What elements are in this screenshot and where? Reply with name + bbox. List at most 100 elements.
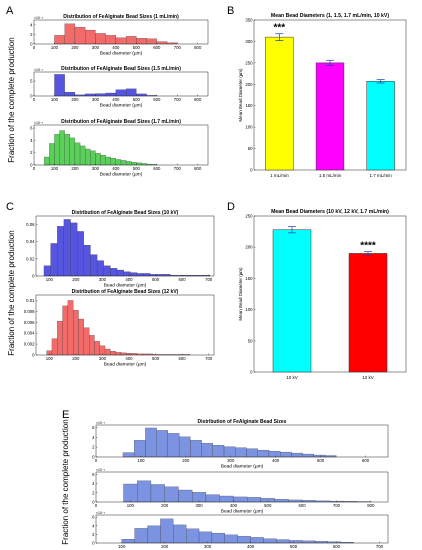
- x-tick-label: 100: [137, 458, 145, 463]
- y-tick-label: 0: [250, 168, 253, 173]
- plot-frame: [35, 294, 215, 356]
- y-tick-label: 0.008: [24, 309, 35, 314]
- bar: [276, 539, 290, 544]
- y-tick-label: 200: [245, 245, 253, 250]
- bar: [69, 137, 76, 166]
- y-tick-label: 0: [92, 541, 95, 546]
- x-tick-label: 200: [71, 45, 79, 50]
- x-tick-label: 700: [174, 97, 182, 102]
- bar: [246, 448, 258, 458]
- bar: [89, 335, 95, 356]
- x-tick-label: 400: [125, 277, 133, 282]
- bar: [50, 243, 58, 277]
- bar: [51, 338, 58, 356]
- x-axis-label: Bead diameter (µm): [221, 509, 264, 515]
- bar: [212, 445, 225, 458]
- bar: [136, 38, 147, 45]
- bar: [103, 265, 111, 277]
- bar: [110, 158, 117, 166]
- y-tick-label: 100: [245, 307, 253, 312]
- y-tick-label: 6: [92, 425, 95, 430]
- ylabel-a: Fraction of the complete production: [7, 37, 16, 162]
- x-tick-label: 700: [376, 544, 384, 549]
- chart-B: Mean Bead Diameters (1, 1.5, 1.7 mL/min,…: [238, 13, 407, 178]
- bar: [70, 222, 78, 277]
- x-tick-label: 800: [194, 166, 202, 171]
- bar: [223, 446, 236, 458]
- bar: [43, 265, 51, 277]
- x-tick-label: 400: [112, 45, 120, 50]
- ylabel-e: Fraction of the complete production: [61, 419, 70, 544]
- chart-A1: Distribution of FeAlginate Bead Sizes (1…: [30, 14, 209, 57]
- bar: [77, 231, 84, 277]
- x-tick-label: 500: [133, 97, 141, 102]
- bar: [156, 274, 164, 277]
- x-tick-label: 700: [205, 356, 213, 361]
- bar: [250, 537, 264, 544]
- x-axis-label: Bead diameter (µm): [100, 172, 143, 178]
- x-tick-label: 300: [204, 544, 212, 549]
- bar: [54, 134, 60, 166]
- x-tick-label: 0: [95, 458, 98, 463]
- bar: [96, 260, 104, 277]
- x-tick-label: 400: [112, 166, 120, 171]
- x-tick-label: 500: [133, 45, 141, 50]
- chart-title: Distribution of FeAlginate Bead Sizes (1…: [61, 66, 181, 72]
- y-tick-label: 0.006: [24, 320, 35, 325]
- bar: [73, 310, 79, 356]
- y-tick-label: 0.01: [26, 298, 35, 303]
- x-axis-label: Bead diameter (µm): [100, 103, 143, 109]
- bar: [83, 327, 90, 356]
- y-tick-label: 0: [30, 42, 33, 47]
- y-tick-label: 200: [245, 82, 253, 87]
- y-tick-label: 6: [30, 126, 33, 131]
- bar: [85, 93, 96, 97]
- bar: [247, 497, 262, 503]
- x-tick-label: 600: [179, 277, 187, 282]
- x-tick-label: 800: [194, 97, 202, 102]
- bar: [301, 540, 316, 544]
- y-tick-label: 0: [30, 94, 33, 99]
- x-tick-label: 300: [92, 45, 100, 50]
- chart-title: Mean Bead Diameters (10 kV, 12 kV, 1.7 m…: [271, 209, 389, 215]
- bar: [201, 443, 213, 458]
- y-tick-label: 4: [30, 138, 33, 143]
- x-tick-label: 100: [51, 166, 59, 171]
- bar: [233, 496, 248, 503]
- x-tick-label: 100: [51, 97, 59, 102]
- bar: [95, 93, 106, 97]
- panel-label-b: B: [227, 5, 234, 17]
- bar: [64, 134, 70, 166]
- x-tick-label: 500: [152, 356, 160, 361]
- bar: [115, 352, 122, 356]
- x-tick-label: 200: [71, 166, 79, 171]
- x-tick-label: 0: [33, 45, 36, 50]
- bar: [302, 453, 315, 458]
- bar: [130, 272, 138, 277]
- y-tick-label: 0.004: [24, 331, 35, 336]
- bar: [90, 150, 96, 166]
- x-tick-label: 1.7 mL/min: [370, 173, 393, 178]
- y-tick-label: 250: [245, 60, 253, 65]
- y-tick-label: 4: [92, 523, 95, 528]
- x-tick-label: 300: [195, 503, 203, 508]
- bar: [134, 440, 146, 458]
- exponent-label: ×10⁻³: [96, 421, 106, 425]
- x-tick-label: 1.5 mL/min: [319, 173, 342, 178]
- x-tick-label: 600: [333, 544, 341, 549]
- bar: [63, 219, 71, 277]
- exponent-label: ×10⁻³: [34, 68, 44, 72]
- y-axis-label: Mean Bead Diameter (µm): [238, 267, 243, 321]
- x-tick-label: 500: [264, 503, 272, 508]
- plot-frame: [95, 471, 389, 503]
- x-tick-label: 500: [317, 458, 325, 463]
- y-tick-label: 4: [92, 481, 95, 486]
- chart-title: Distribution of FeAlginate Bead Sizes (1…: [72, 210, 179, 216]
- x-tick-label: 700: [205, 277, 213, 282]
- x-tick-label: 200: [161, 503, 169, 508]
- bar: [224, 534, 238, 544]
- bar: [146, 38, 157, 45]
- exponent-label: ×10⁻³: [34, 16, 44, 20]
- bar: [83, 245, 91, 277]
- x-tick-label: 600: [153, 97, 161, 102]
